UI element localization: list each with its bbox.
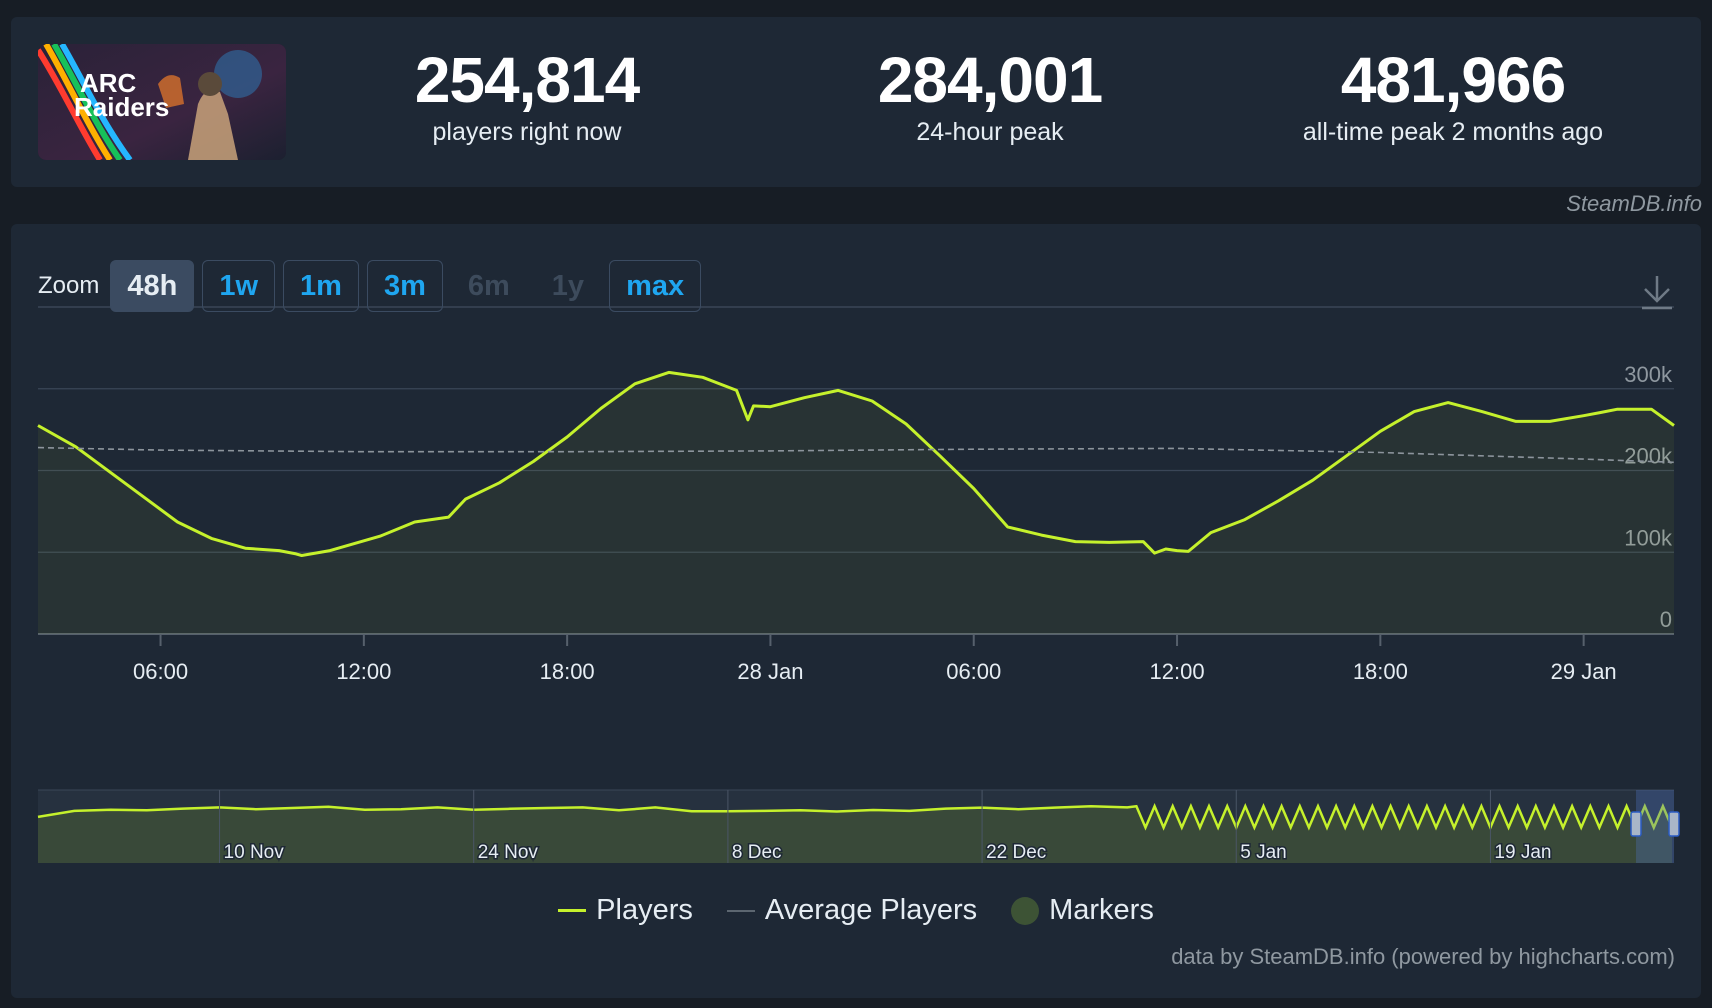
zoom-1w-button[interactable]: 1w [202,260,276,312]
y-tick-label: 100k [1624,525,1673,550]
x-tick-label: 18:00 [540,659,595,684]
navigator-tick-label: 5 Jan [1240,842,1286,863]
navigator-handle-left[interactable] [1630,811,1642,837]
stat-current-players: 254,814 players right now [317,44,737,147]
legend-markers-swatch [1011,896,1040,925]
x-tick-label: 29 Jan [1551,659,1617,684]
stats-panel: ARC Raiders 254,814 players right now 28… [11,17,1701,187]
game-logo[interactable]: ARC Raiders [38,44,286,160]
players-area [38,372,1674,634]
navigator-tick-label: 22 Dec [986,842,1046,863]
navigator-tick-label: 19 Jan [1494,842,1551,863]
zoom-3m-button[interactable]: 3m [366,260,443,312]
zoom-label: Zoom [38,272,100,299]
legend-average[interactable]: Average Players [726,894,978,927]
legend-players[interactable]: Players [558,894,693,927]
x-tick-label: 06:00 [133,659,188,684]
x-tick-label: 12:00 [336,659,391,684]
stat-label: 24-hour peak [916,118,1064,147]
navigator-tick-label: 10 Nov [224,842,285,863]
navigator-area [38,806,1672,863]
navigator-tick-label: 8 Dec [732,842,782,863]
stat-label: players right now [432,118,622,147]
navigator-handle-right[interactable] [1668,811,1680,837]
zoom-max-button[interactable]: max [609,260,702,312]
stat-all-time-peak: 481,966 all-time peak 2 months ago [1243,44,1663,147]
legend-markers[interactable]: Markers [1011,894,1154,927]
y-tick-label: 300k [1624,362,1673,387]
legend-average-label: Average Players [764,894,978,926]
stat-value: 481,966 [1340,44,1566,116]
players-line [37,370,1675,557]
zoom-1y-button: 1y [535,260,601,312]
y-tick-label: 0 [1660,607,1672,632]
legend-players-swatch [558,909,587,912]
stat-label: all-time peak 2 months ago [1302,118,1604,147]
zoom-6m-button: 6m [451,260,527,312]
chart-panel: 0 100k 200k 300k 06:00 12:00 18:00 28 Jan 06:00 1… [11,224,1701,998]
x-tick-label: 06:00 [946,659,1001,684]
x-tick-label: 18:00 [1353,659,1408,684]
stat-24h-peak: 284,001 24-hour peak [780,44,1200,147]
game-logo-text-line1: ARC [80,68,137,98]
stat-value: 254,814 [414,44,640,116]
navigator-tick-label: 24 Nov [478,842,539,863]
player-count-chart[interactable]: 0 100k 200k 300k 06:00 12:00 18:00 28 Jan 06:00 1… [11,224,1701,998]
average-players-line [37,446,1675,464]
legend-players-label: Players [596,894,693,926]
navigator-line [37,803,1674,831]
steamdb-credit-top[interactable]: SteamDB.info [1566,191,1702,216]
zoom-1m-button[interactable]: 1m [283,260,359,312]
game-logo-text-line2: Raiders [74,92,169,122]
legend-markers-label: Markers [1049,894,1154,926]
zoom-bar: Zoom 48h 1w 1m 3m 6m 1y max [38,260,709,312]
legend-average-swatch [726,909,755,912]
download-icon[interactable] [1639,272,1675,312]
x-tick-label: 28 Jan [737,659,803,684]
x-tick-label: 12:00 [1150,659,1205,684]
y-tick-label: 200k [1624,444,1673,469]
chart-credit[interactable]: data by SteamDB.info (powered by highcha… [1171,944,1675,969]
chart-legend: Players Average Players Markers [11,894,1701,927]
stat-value: 284,001 [877,44,1103,116]
zoom-48h-button[interactable]: 48h [110,260,195,312]
navigator-selection [1636,790,1674,863]
